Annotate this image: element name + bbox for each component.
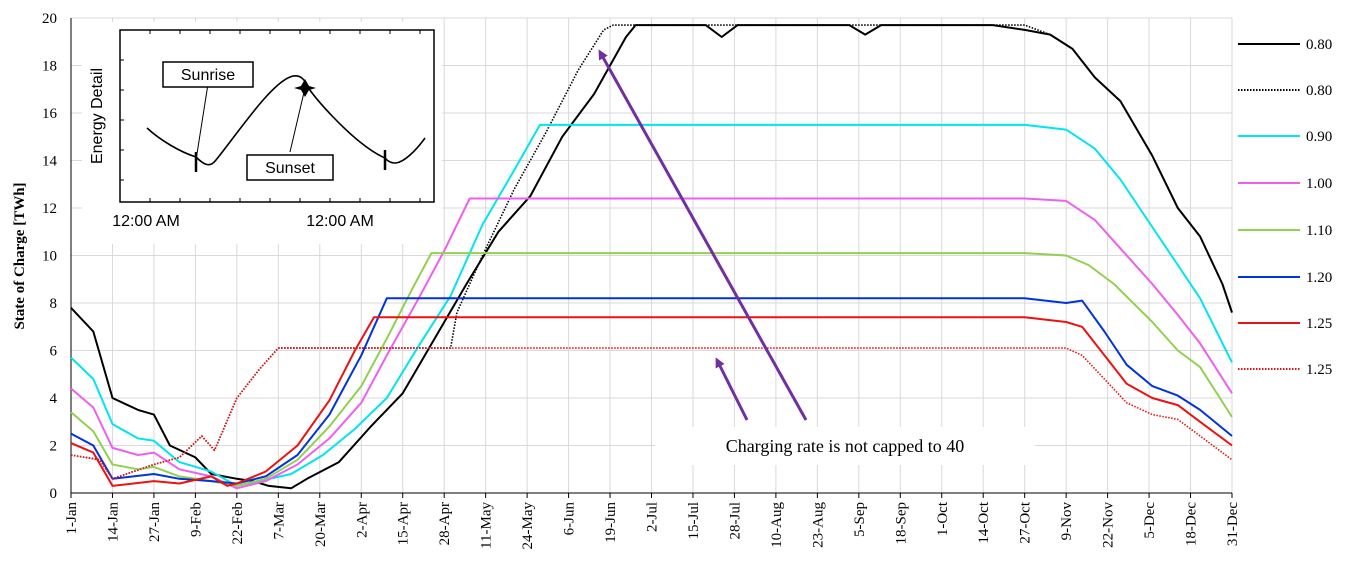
x-tick-label: 27-Jan — [147, 502, 163, 542]
legend-label: 0.80 — [1306, 83, 1332, 99]
x-tick-label: 10-Aug — [769, 502, 785, 548]
y-tick-label: 20 — [42, 11, 57, 27]
legend-label: 1.00 — [1306, 176, 1332, 192]
inset-ylabel: Energy Detail — [89, 68, 106, 164]
y-tick-label: 10 — [42, 249, 57, 265]
legend-label: 0.80 — [1306, 37, 1332, 53]
x-tick-label: 28-Jul — [727, 502, 743, 540]
x-tick-label: 24-May — [520, 502, 536, 550]
series-line — [70, 197, 1233, 490]
series-lines — [70, 24, 1233, 490]
x-tick-label: 1-Jan — [64, 502, 80, 535]
inset-callout-sunset-box — [246, 154, 334, 181]
series-line — [70, 316, 1233, 487]
y-tick-label: 6 — [50, 344, 58, 360]
annotation-arrow-short — [715, 357, 749, 421]
x-tick-label: 9-Feb — [188, 502, 204, 537]
inset-frame — [119, 29, 435, 203]
x-tick-label: 5-Dec — [1142, 502, 1158, 539]
x-tick-label: 31-Dec — [1225, 502, 1241, 546]
y-tick-label: 14 — [42, 154, 58, 170]
y-tick-label: 12 — [42, 201, 57, 217]
x-tick-label: 14-Jan — [105, 502, 121, 542]
inset-xtick-2: 12:00 AM — [306, 213, 374, 230]
x-tick-label: 5-Sep — [852, 502, 868, 537]
inset-panel: Energy Detail Sunrise Sunset 12:00 AM — [82, 22, 442, 244]
y-tick-label: 4 — [50, 391, 58, 407]
x-tick-label: 23-Aug — [810, 502, 826, 548]
inset-callout-sunrise-box — [162, 61, 254, 88]
y-tick-label: 16 — [42, 106, 58, 122]
x-tick-label: 19-Jun — [603, 502, 619, 543]
x-tick-label: 14-Oct — [976, 501, 992, 543]
x-tick-label: 7-Mar — [271, 502, 287, 540]
x-tick-label: 18-Dec — [1184, 502, 1200, 546]
y-tick-label: 2 — [50, 439, 58, 455]
series-line — [70, 123, 1233, 487]
x-tick-label: 11-May — [479, 502, 495, 549]
x-tick-label: 15-Apr — [396, 502, 412, 545]
annotation-text: Charging rate is not capped to 40 — [726, 436, 965, 456]
legend: 0.80 0.80 0.90 1.00 1.10 1.20 1.25 1.25 — [1238, 37, 1332, 378]
x-tick-label: 15-Jul — [686, 502, 702, 540]
inset-callout-sunrise: Sunrise — [181, 67, 235, 84]
x-tick-label: 6-Jun — [562, 502, 578, 536]
x-tick-label: 18-Sep — [893, 502, 909, 545]
legend-label: 0.90 — [1306, 129, 1332, 145]
inset-callout-sunset: Sunset — [265, 160, 315, 177]
annotation-box: Charging rate is not capped to 40 — [655, 427, 1035, 465]
y-tick-label: 0 — [50, 486, 58, 502]
x-tick-label: 22-Feb — [230, 502, 246, 545]
x-tick-label: 1-Oct — [935, 501, 951, 536]
x-tick-label: 27-Oct — [1018, 501, 1034, 543]
y-axis: 0 2 4 6 8 10 12 14 16 18 20 — [42, 11, 72, 502]
legend-label: 1.25 — [1306, 316, 1332, 332]
series-line — [70, 347, 1233, 480]
x-tick-label: 22-Nov — [1101, 502, 1117, 548]
x-tick-label: 2-Jul — [645, 502, 661, 532]
annotation-arrows — [598, 49, 808, 421]
legend-label: 1.20 — [1306, 270, 1332, 286]
legend-label: 1.10 — [1306, 223, 1332, 239]
x-tick-label: 2-Apr — [354, 502, 370, 538]
y-tick-label: 8 — [50, 296, 58, 312]
y-axis-label: State of Charge [TWh] — [12, 182, 28, 329]
series-line — [70, 252, 1233, 487]
annotation-arrow-long — [598, 49, 808, 421]
series-line — [70, 297, 1233, 485]
legend-label: 1.25 — [1306, 362, 1332, 378]
x-tick-label: 9-Nov — [1059, 502, 1075, 541]
y-tick-label: 18 — [42, 59, 57, 75]
inset-xtick-1: 12:00 AM — [112, 213, 180, 230]
x-axis: 1-Jan 14-Jan 27-Jan 9-Feb 22-Feb 7-Mar 20-Mar 2… — [64, 492, 1241, 550]
x-tick-label: 28-Apr — [437, 502, 453, 545]
x-tick-label: 20-Mar — [313, 502, 329, 547]
